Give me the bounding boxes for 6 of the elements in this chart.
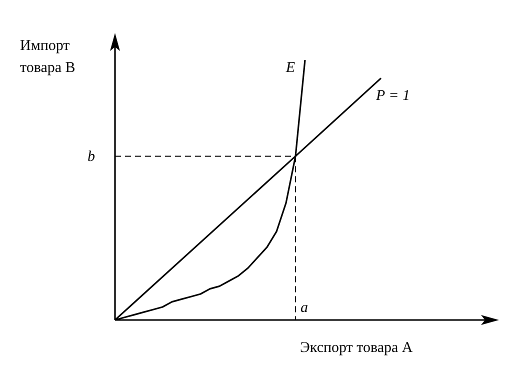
- annotation: a: [300, 300, 308, 316]
- series-label: E: [284, 60, 295, 76]
- ref-line-label: b: [88, 149, 96, 166]
- y-axis-title: Импорт товара B: [20, 38, 76, 76]
- x-axis-title: Экспорт товара A: [300, 340, 413, 356]
- series-label: P = 1: [375, 88, 410, 104]
